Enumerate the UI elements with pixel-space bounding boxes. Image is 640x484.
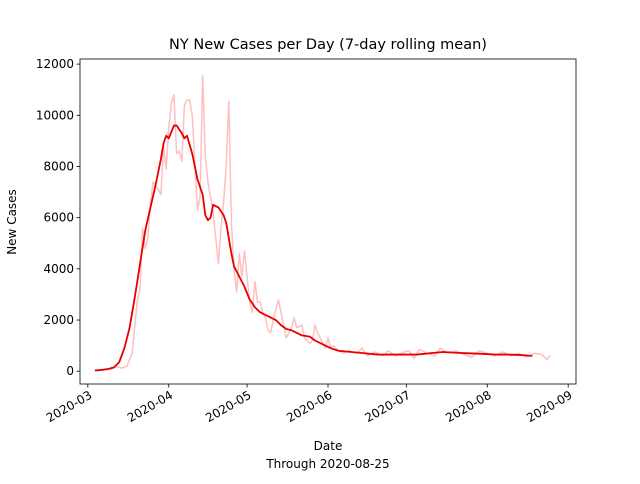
y-tick-label: 12000: [36, 57, 74, 71]
rolling-mean-line: [94, 124, 533, 372]
x-axis-sublabel: Through 2020-08-25: [265, 457, 389, 471]
y-tick-label: 2000: [43, 313, 74, 327]
y-tick-label: 10000: [36, 108, 74, 122]
x-axis-label: Date: [314, 439, 343, 453]
chart-title: NY New Cases per Day (7-day rolling mean…: [169, 37, 487, 53]
series-layer: [94, 74, 551, 372]
y-tick-label: 8000: [43, 159, 74, 173]
y-axis-label: New Cases: [5, 189, 19, 255]
y-tick-label: 4000: [43, 262, 74, 276]
y-tick-label: 6000: [43, 211, 74, 225]
y-tick-label: 0: [66, 364, 74, 378]
daily-cases-line: [94, 74, 551, 372]
